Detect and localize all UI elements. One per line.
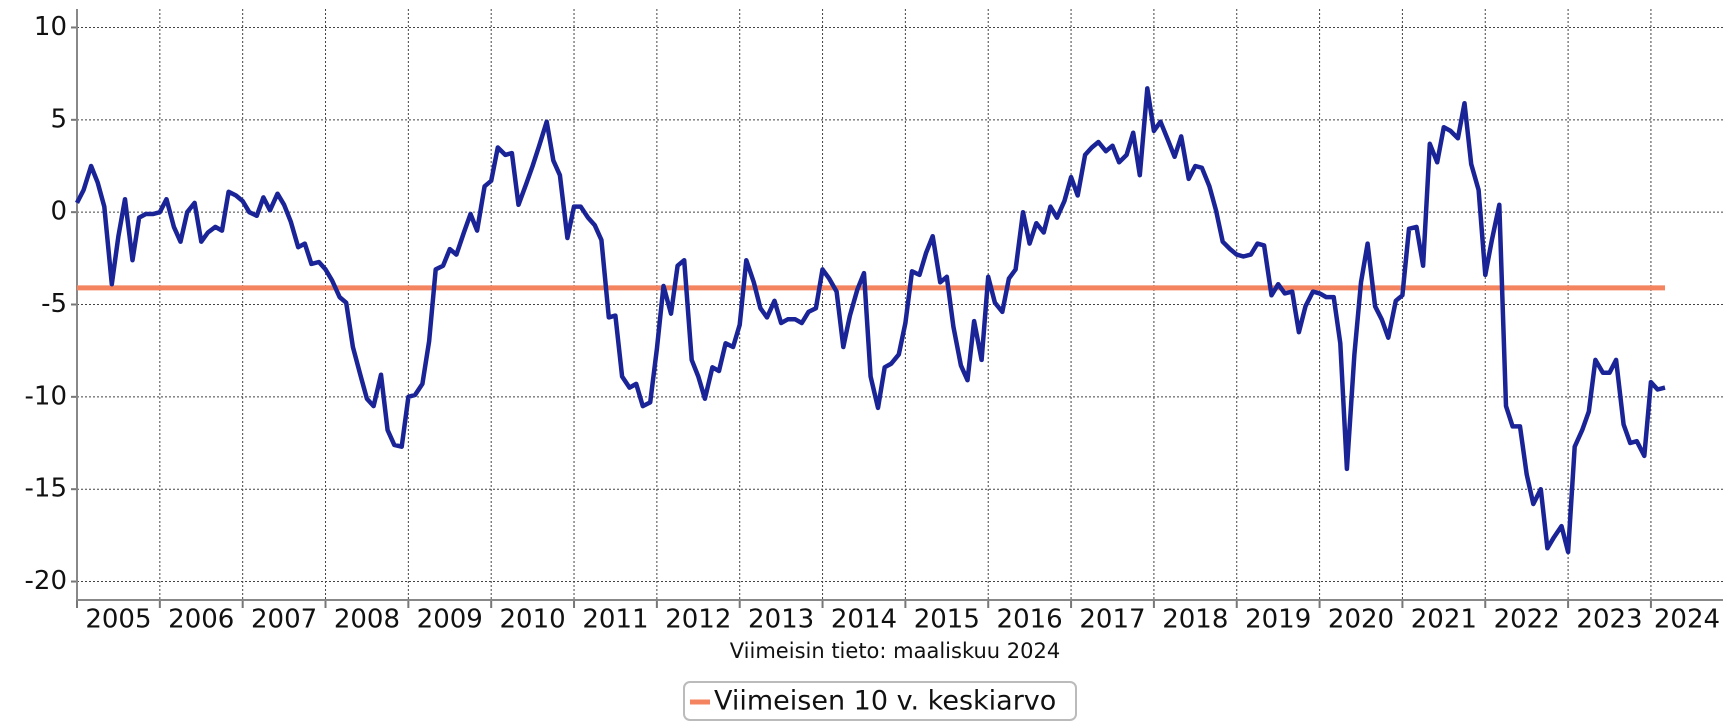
- x-tick-label: 2007: [251, 605, 317, 635]
- y-tick-label: 0: [50, 197, 67, 227]
- y-tick-label: -5: [41, 289, 67, 319]
- x-tick-label: 2009: [417, 605, 483, 635]
- x-tick-label: 2012: [665, 605, 731, 635]
- x-tick-label: 2019: [1245, 605, 1311, 635]
- legend-box: [683, 681, 1077, 721]
- x-tick-label: 2011: [582, 605, 648, 635]
- x-tick-label: 2018: [1162, 605, 1228, 635]
- note: Viimeisin tieto: maaliskuu 2024: [730, 639, 1060, 663]
- x-tick-label: 2014: [831, 605, 897, 635]
- x-tick-label: 2024: [1654, 605, 1720, 635]
- x-tick-label: 2013: [748, 605, 814, 635]
- x-tick-label: 2021: [1411, 605, 1477, 635]
- y-tick-label: 5: [50, 104, 67, 134]
- x-tick-label: 2015: [914, 605, 980, 635]
- x-tick-label: 2016: [997, 605, 1063, 635]
- x-tick-label: 2006: [168, 605, 234, 635]
- y-tick-label: -15: [25, 474, 67, 504]
- x-tick-label: 2008: [334, 605, 400, 635]
- x-tick-label: 2020: [1328, 605, 1394, 635]
- y-tick-label: 10: [34, 12, 67, 42]
- legend-label: Viimeisen 10 v. keskiarvo: [714, 686, 1056, 717]
- x-tick-label: 2017: [1079, 605, 1145, 635]
- x-tick-label: 2010: [500, 605, 566, 635]
- x-tick-label: 2022: [1494, 605, 1560, 635]
- y-tick-label: -20: [25, 566, 67, 596]
- x-tick-label: 2023: [1576, 605, 1642, 635]
- x-tick-label: 2005: [85, 605, 151, 635]
- data-line: [74, 86, 1666, 555]
- legend: Viimeisen 10 v. keskiarvo: [683, 681, 1077, 721]
- y-tick-label: -10: [25, 381, 67, 411]
